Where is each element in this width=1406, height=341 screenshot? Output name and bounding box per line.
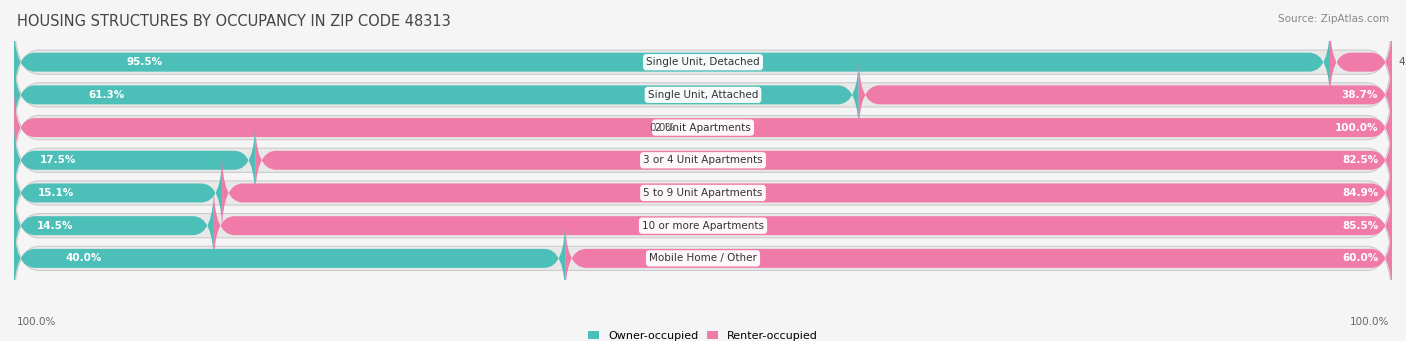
Text: 4.5%: 4.5% xyxy=(1399,57,1406,67)
FancyBboxPatch shape xyxy=(222,153,1392,233)
FancyBboxPatch shape xyxy=(14,88,1392,167)
Text: 100.0%: 100.0% xyxy=(1334,122,1378,133)
FancyBboxPatch shape xyxy=(14,23,1330,102)
FancyBboxPatch shape xyxy=(14,219,565,298)
Text: 95.5%: 95.5% xyxy=(127,57,162,67)
Text: 61.3%: 61.3% xyxy=(89,90,125,100)
Text: 5 to 9 Unit Apartments: 5 to 9 Unit Apartments xyxy=(644,188,762,198)
FancyBboxPatch shape xyxy=(256,121,1392,200)
FancyBboxPatch shape xyxy=(14,146,1392,240)
Text: 82.5%: 82.5% xyxy=(1341,155,1378,165)
Text: 100.0%: 100.0% xyxy=(1350,317,1389,327)
Text: 38.7%: 38.7% xyxy=(1341,90,1378,100)
FancyBboxPatch shape xyxy=(14,48,1392,142)
FancyBboxPatch shape xyxy=(565,219,1392,298)
Text: Single Unit, Attached: Single Unit, Attached xyxy=(648,90,758,100)
Text: 15.1%: 15.1% xyxy=(38,188,75,198)
Text: Mobile Home / Other: Mobile Home / Other xyxy=(650,253,756,263)
FancyBboxPatch shape xyxy=(1330,23,1392,102)
Text: 84.9%: 84.9% xyxy=(1341,188,1378,198)
FancyBboxPatch shape xyxy=(214,186,1392,265)
Text: 40.0%: 40.0% xyxy=(65,253,101,263)
Text: 85.5%: 85.5% xyxy=(1341,221,1378,231)
Text: 17.5%: 17.5% xyxy=(41,155,76,165)
Text: 0.0%: 0.0% xyxy=(650,122,675,133)
Text: 2 Unit Apartments: 2 Unit Apartments xyxy=(655,122,751,133)
FancyBboxPatch shape xyxy=(14,212,1392,305)
FancyBboxPatch shape xyxy=(14,121,256,200)
FancyBboxPatch shape xyxy=(14,81,1392,174)
FancyBboxPatch shape xyxy=(859,55,1392,134)
Text: Source: ZipAtlas.com: Source: ZipAtlas.com xyxy=(1278,14,1389,24)
Text: 14.5%: 14.5% xyxy=(37,221,73,231)
FancyBboxPatch shape xyxy=(14,186,214,265)
FancyBboxPatch shape xyxy=(14,114,1392,207)
FancyBboxPatch shape xyxy=(14,55,859,134)
Text: 10 or more Apartments: 10 or more Apartments xyxy=(643,221,763,231)
Legend: Owner-occupied, Renter-occupied: Owner-occupied, Renter-occupied xyxy=(588,331,818,341)
FancyBboxPatch shape xyxy=(14,15,1392,109)
Text: 3 or 4 Unit Apartments: 3 or 4 Unit Apartments xyxy=(643,155,763,165)
Text: 60.0%: 60.0% xyxy=(1341,253,1378,263)
FancyBboxPatch shape xyxy=(14,179,1392,272)
Text: Single Unit, Detached: Single Unit, Detached xyxy=(647,57,759,67)
Text: 100.0%: 100.0% xyxy=(17,317,56,327)
Text: HOUSING STRUCTURES BY OCCUPANCY IN ZIP CODE 48313: HOUSING STRUCTURES BY OCCUPANCY IN ZIP C… xyxy=(17,14,450,29)
FancyBboxPatch shape xyxy=(14,153,222,233)
